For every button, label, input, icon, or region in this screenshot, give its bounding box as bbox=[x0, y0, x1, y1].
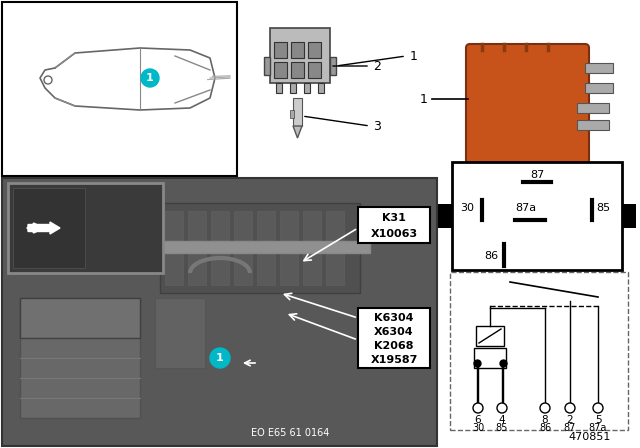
Text: 1: 1 bbox=[420, 92, 428, 105]
Circle shape bbox=[141, 69, 159, 87]
Bar bbox=[585, 63, 613, 73]
Bar bbox=[326, 211, 344, 285]
Bar bbox=[8, 183, 163, 273]
Text: 8: 8 bbox=[541, 415, 548, 425]
Polygon shape bbox=[293, 126, 302, 138]
Bar bbox=[308, 62, 321, 78]
Bar bbox=[80, 241, 370, 253]
Text: 85: 85 bbox=[596, 203, 610, 213]
Text: 86: 86 bbox=[539, 423, 551, 433]
Bar bbox=[293, 98, 302, 126]
Bar bbox=[474, 348, 506, 368]
Circle shape bbox=[497, 403, 507, 413]
Text: 30: 30 bbox=[472, 423, 484, 433]
Text: 87a: 87a bbox=[515, 203, 536, 213]
Text: 30: 30 bbox=[460, 203, 474, 213]
Bar bbox=[270, 28, 330, 83]
Text: 5: 5 bbox=[595, 415, 602, 425]
Text: 87: 87 bbox=[564, 423, 576, 433]
Bar bbox=[577, 103, 609, 113]
Bar bbox=[438, 204, 452, 228]
Bar bbox=[13, 188, 85, 268]
Bar bbox=[280, 211, 298, 285]
Bar bbox=[330, 57, 336, 75]
Bar bbox=[188, 211, 206, 285]
Bar bbox=[211, 211, 229, 285]
Circle shape bbox=[540, 403, 550, 413]
Circle shape bbox=[593, 403, 603, 413]
Bar bbox=[2, 178, 437, 446]
Text: EO E65 61 0164: EO E65 61 0164 bbox=[251, 428, 329, 438]
Text: K6304: K6304 bbox=[374, 313, 413, 323]
Text: 1: 1 bbox=[410, 49, 418, 63]
Circle shape bbox=[565, 403, 575, 413]
Bar bbox=[318, 83, 324, 93]
Bar bbox=[2, 2, 237, 176]
Bar bbox=[622, 204, 636, 228]
Text: K31: K31 bbox=[382, 213, 406, 223]
Text: X19587: X19587 bbox=[371, 355, 418, 365]
Text: X10063: X10063 bbox=[371, 229, 417, 239]
Bar bbox=[165, 211, 183, 285]
Text: 6: 6 bbox=[475, 415, 481, 425]
Bar bbox=[577, 120, 609, 130]
Bar bbox=[358, 308, 430, 368]
Bar bbox=[290, 110, 294, 118]
Text: 87a: 87a bbox=[589, 423, 607, 433]
FancyBboxPatch shape bbox=[466, 44, 589, 164]
Bar bbox=[20, 298, 140, 338]
Text: 4: 4 bbox=[499, 415, 506, 425]
Text: 85: 85 bbox=[496, 423, 508, 433]
Bar bbox=[452, 162, 622, 270]
Bar bbox=[155, 298, 205, 368]
Text: 2: 2 bbox=[566, 415, 573, 425]
Text: 2: 2 bbox=[373, 60, 381, 73]
Bar bbox=[304, 83, 310, 93]
Text: 87: 87 bbox=[530, 170, 544, 180]
Bar bbox=[264, 57, 270, 75]
Bar bbox=[20, 298, 140, 418]
Circle shape bbox=[473, 403, 483, 413]
Text: X6304: X6304 bbox=[374, 327, 414, 337]
Text: 86: 86 bbox=[484, 251, 498, 261]
Bar bbox=[290, 83, 296, 93]
FancyArrow shape bbox=[28, 222, 60, 234]
Bar bbox=[276, 83, 282, 93]
Bar bbox=[476, 326, 504, 346]
Bar bbox=[585, 83, 613, 93]
Bar bbox=[291, 62, 304, 78]
Circle shape bbox=[210, 348, 230, 368]
Bar bbox=[291, 42, 304, 58]
Bar bbox=[257, 211, 275, 285]
Bar bbox=[160, 203, 360, 293]
Text: K2068: K2068 bbox=[374, 341, 413, 351]
Bar bbox=[303, 211, 321, 285]
Bar bbox=[308, 42, 321, 58]
Bar bbox=[274, 42, 287, 58]
Bar bbox=[234, 211, 252, 285]
Text: 470851: 470851 bbox=[569, 432, 611, 442]
Text: 1: 1 bbox=[146, 73, 154, 83]
Text: 1: 1 bbox=[216, 353, 224, 363]
Bar bbox=[358, 207, 430, 243]
Bar bbox=[274, 62, 287, 78]
Bar bbox=[450, 272, 628, 430]
Text: 3: 3 bbox=[373, 120, 381, 133]
